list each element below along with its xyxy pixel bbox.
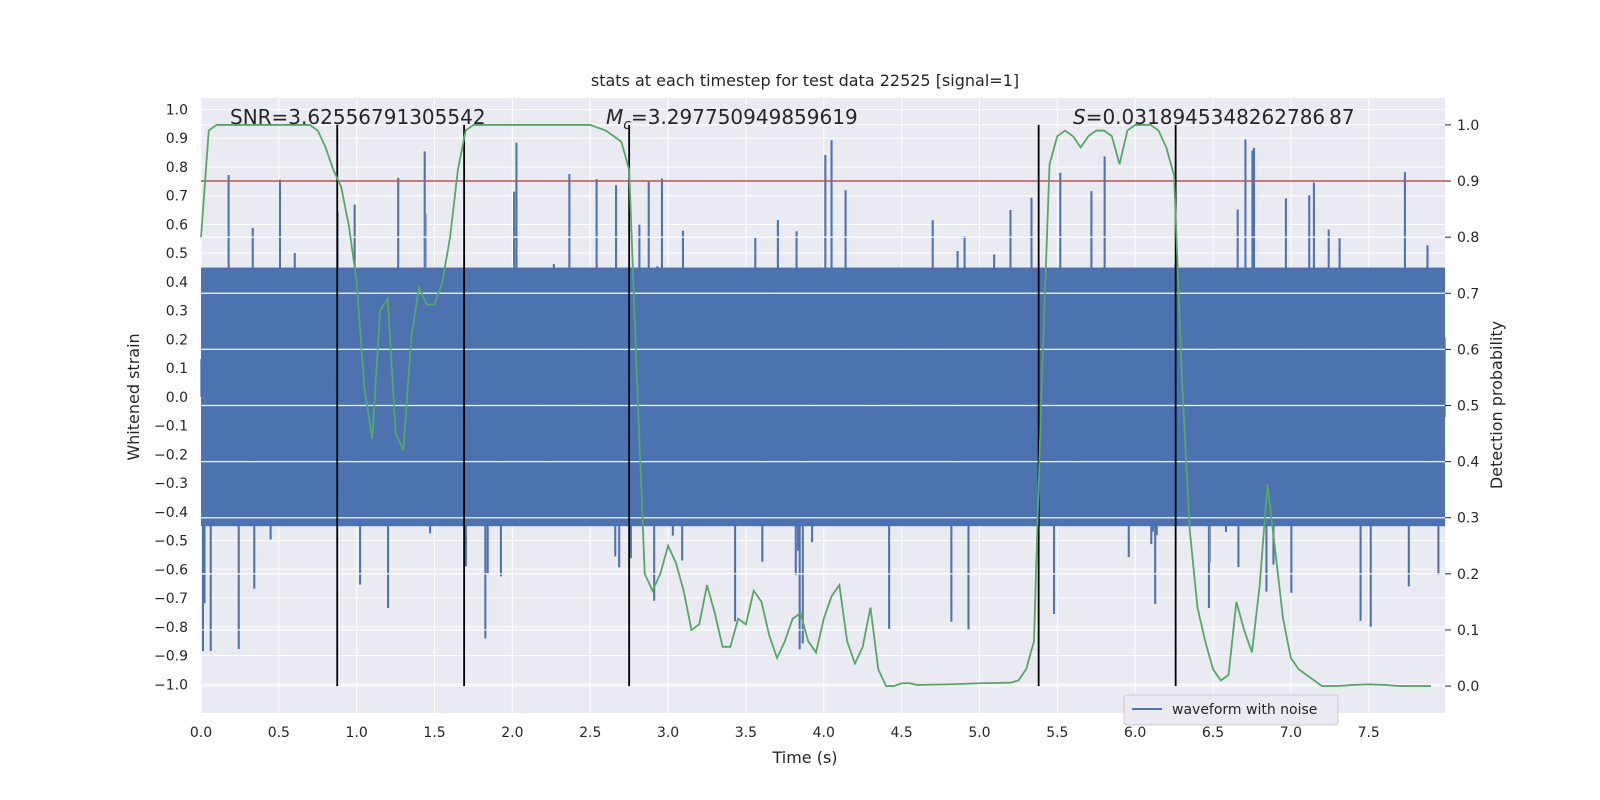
x-ticks: 0.0 0.5 1.0 1.5 2.0 2.5 3.0 3.5 4.0 4.5 5.0 5.5 6.0 6… [190, 725, 1380, 741]
y-tick-label-right: 0.9 [1457, 174, 1479, 190]
s-symbol: S [1073, 105, 1086, 129]
x-tick-label: 4.0 [813, 725, 835, 741]
x-tick-label: 0.0 [190, 725, 212, 741]
y-tick-label-left: 0.2 [166, 332, 188, 348]
y-tick-label-left: 0.6 [166, 217, 188, 233]
snr-annotation: SNR=3.62556791305542 [230, 105, 486, 129]
x-tick-label: 7.0 [1280, 725, 1302, 741]
s-annotation: S=0.0318945348262786 87 [1073, 105, 1355, 129]
legend: waveform with noise [1123, 694, 1339, 726]
y-tick-label-right: 0.6 [1457, 342, 1479, 358]
y-tick-label-right: 0.4 [1457, 455, 1479, 471]
y-tick-label-left: −0.6 [154, 562, 188, 578]
x-tick-label: 0.5 [268, 725, 290, 741]
detection-probability-line [200, 124, 1431, 687]
y-tick-label-left: −1.0 [154, 677, 188, 693]
y-axis-title-left: Whitened strain [124, 333, 143, 460]
y-tick-label-left: −0.1 [154, 419, 188, 435]
mc-subscript: c [623, 117, 631, 133]
mc-value: =3.297750949859619 [631, 105, 858, 129]
x-tick-label: 2.5 [579, 725, 601, 741]
y-tick-label-left: −0.5 [154, 534, 188, 550]
y-tick-label-right: 0.8 [1457, 230, 1479, 246]
x-tick-label: 1.0 [346, 725, 368, 741]
y-tick-label-left: −0.7 [154, 591, 188, 607]
y-tick-label-right: 0.5 [1457, 399, 1479, 415]
chirp-mass-annotation: Mc=3.297750949859619 [606, 105, 858, 133]
y-ticks-left: 1.0 0.9 0.8 0.7 0.6 0.5 0.4 0.3 0.2 0.1 0.0 −0.1 −0.… [154, 102, 188, 693]
strain-series [200, 139, 1446, 652]
x-tick-label: 3.5 [735, 725, 757, 741]
y-tick-label-right: 0.7 [1457, 286, 1479, 302]
y-tick-label-left: −0.3 [154, 476, 188, 492]
y-tick-label-left: 0.8 [166, 160, 188, 176]
x-tick-label: 2.0 [501, 725, 523, 741]
y-tick-label-right: 0.1 [1457, 623, 1479, 639]
y-tick-label-left: 0.5 [166, 246, 188, 262]
y-axis-title-right: Detection probability [1487, 321, 1506, 489]
y-tick-label-left: 0.3 [166, 304, 188, 320]
chart-title: stats at each timestep for test data 225… [591, 71, 1019, 90]
x-axis-title: Time (s) [771, 748, 837, 767]
mc-symbol: M [606, 105, 623, 129]
y-ticks-right: 1.0 0.9 0.8 0.7 0.6 0.5 0.4 0.3 0.2 0.1 0.0 [1445, 118, 1479, 695]
y-tick-label-left: 0.4 [166, 275, 188, 291]
x-tick-label: 4.5 [890, 725, 912, 741]
y-tick-label-left: −0.9 [154, 649, 188, 665]
legend-box [1123, 694, 1339, 726]
y-tick-label-left: 0.9 [166, 131, 188, 147]
y-tick-label-left: −0.4 [154, 505, 188, 521]
x-tick-label: 6.5 [1202, 725, 1224, 741]
y-tick-label-right: 1.0 [1457, 118, 1479, 134]
y-tick-label-right: 0.3 [1457, 511, 1479, 527]
y-tick-label-left: 0.7 [166, 189, 188, 205]
x-tick-label: 3.0 [657, 725, 679, 741]
y-tick-label-left: 0.0 [166, 390, 188, 406]
x-tick-label: 6.0 [1124, 725, 1146, 741]
y-tick-label-left: −0.8 [154, 620, 188, 636]
y-tick-label-left: 1.0 [166, 102, 188, 118]
s-value: =0.0318945348262786 87 [1086, 105, 1355, 129]
x-tick-label: 5.0 [968, 725, 990, 741]
x-tick-label: 5.5 [1046, 725, 1068, 741]
vertical-markers [336, 124, 1177, 687]
x-tick-label: 1.5 [423, 725, 445, 741]
y-tick-label-left: −0.2 [154, 447, 188, 463]
legend-label: waveform with noise [1172, 702, 1317, 718]
y-tick-label-left: 0.1 [166, 361, 188, 377]
strain-trace [200, 139, 1446, 652]
y-tick-label-right: 0.2 [1457, 567, 1479, 583]
x-tick-label: 7.5 [1358, 725, 1380, 741]
y-tick-label-right: 0.0 [1457, 679, 1479, 695]
